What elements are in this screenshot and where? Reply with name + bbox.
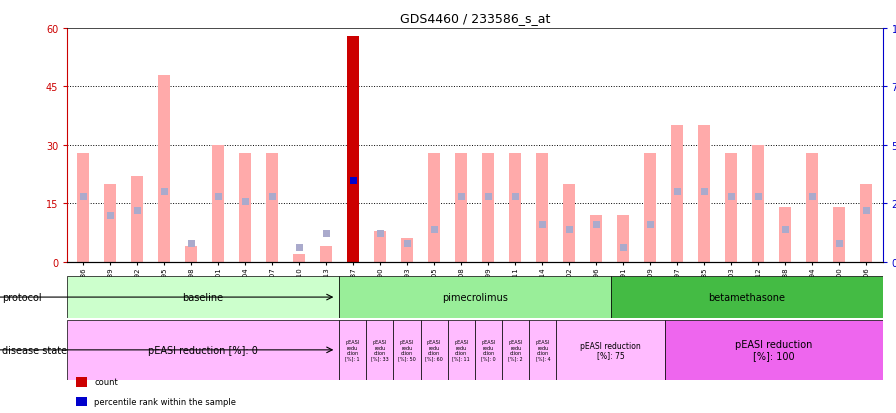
Bar bbox=[393, 320, 420, 380]
Text: pEASI reduction [%]: 0: pEASI reduction [%]: 0 bbox=[148, 345, 258, 355]
Bar bbox=[320, 247, 332, 262]
Bar bbox=[80, 193, 87, 200]
Bar bbox=[611, 277, 883, 318]
Bar bbox=[215, 193, 222, 200]
Bar bbox=[350, 177, 357, 184]
Bar bbox=[323, 231, 330, 238]
Bar bbox=[806, 153, 818, 262]
Bar bbox=[458, 193, 465, 200]
Bar bbox=[482, 153, 495, 262]
Bar bbox=[809, 193, 815, 200]
Bar bbox=[860, 185, 873, 262]
Bar bbox=[377, 231, 383, 238]
Bar bbox=[293, 254, 306, 262]
Bar bbox=[647, 221, 654, 228]
Text: pEASI
redu
ction
[%]: 0: pEASI redu ction [%]: 0 bbox=[481, 339, 495, 361]
Bar bbox=[753, 146, 764, 262]
Text: pEASI
redu
ction
[%]: 33: pEASI redu ction [%]: 33 bbox=[371, 339, 389, 361]
Bar bbox=[728, 193, 735, 200]
Bar bbox=[77, 153, 90, 262]
Bar bbox=[593, 221, 599, 228]
Text: baseline: baseline bbox=[183, 292, 224, 302]
Bar bbox=[485, 193, 492, 200]
Text: protocol: protocol bbox=[2, 292, 41, 302]
Text: pEASI
redu
ction
[%]: 60: pEASI redu ction [%]: 60 bbox=[426, 339, 443, 361]
Text: pEASI
redu
ction
[%]: 11: pEASI redu ction [%]: 11 bbox=[452, 339, 470, 361]
Bar bbox=[671, 126, 684, 262]
Bar bbox=[780, 208, 791, 262]
Bar bbox=[67, 277, 339, 318]
Bar bbox=[475, 320, 502, 380]
Bar bbox=[296, 245, 303, 252]
Bar bbox=[366, 320, 393, 380]
Bar bbox=[512, 193, 519, 200]
Bar bbox=[76, 377, 87, 387]
Text: betamethasone: betamethasone bbox=[708, 292, 785, 302]
Bar bbox=[242, 198, 249, 205]
Bar bbox=[212, 146, 225, 262]
Bar bbox=[455, 153, 468, 262]
Text: pEASI
redu
ction
[%]: 1: pEASI redu ction [%]: 1 bbox=[345, 339, 360, 361]
Bar bbox=[431, 226, 438, 233]
Bar bbox=[401, 239, 413, 262]
Bar bbox=[448, 320, 475, 380]
Bar bbox=[539, 221, 546, 228]
Bar bbox=[428, 153, 441, 262]
Text: pEASI reduction
[%]: 75: pEASI reduction [%]: 75 bbox=[581, 341, 642, 359]
Bar bbox=[509, 153, 521, 262]
Bar bbox=[159, 76, 170, 262]
Bar bbox=[404, 240, 410, 247]
Bar bbox=[755, 193, 762, 200]
Text: pEASI reduction
[%]: 100: pEASI reduction [%]: 100 bbox=[735, 339, 813, 361]
Text: pEASI
redu
ction
[%]: 2: pEASI redu ction [%]: 2 bbox=[508, 339, 523, 361]
Bar bbox=[348, 37, 359, 262]
Bar bbox=[339, 277, 611, 318]
Text: pimecrolimus: pimecrolimus bbox=[442, 292, 508, 302]
Bar bbox=[161, 189, 168, 196]
Bar bbox=[375, 231, 386, 262]
Bar bbox=[266, 153, 279, 262]
Bar bbox=[556, 320, 665, 380]
Text: pEASI
redu
ction
[%]: 50: pEASI redu ction [%]: 50 bbox=[398, 339, 416, 361]
Text: pEASI
redu
ction
[%]: 4: pEASI redu ction [%]: 4 bbox=[536, 339, 550, 361]
Text: percentile rank within the sample: percentile rank within the sample bbox=[94, 397, 236, 406]
Bar bbox=[836, 240, 843, 247]
Bar bbox=[502, 320, 530, 380]
Bar bbox=[617, 216, 630, 262]
Bar bbox=[590, 216, 602, 262]
Bar bbox=[269, 193, 276, 200]
Bar bbox=[620, 245, 626, 252]
Bar bbox=[67, 320, 339, 380]
Bar bbox=[185, 247, 197, 262]
Bar bbox=[134, 207, 141, 214]
Bar bbox=[339, 320, 366, 380]
Bar bbox=[564, 185, 575, 262]
Bar bbox=[420, 320, 448, 380]
Bar bbox=[701, 189, 708, 196]
Text: count: count bbox=[94, 377, 118, 387]
Bar bbox=[537, 153, 548, 262]
Bar bbox=[698, 126, 711, 262]
Bar bbox=[107, 212, 114, 219]
Bar bbox=[132, 177, 143, 262]
Bar bbox=[833, 208, 846, 262]
Bar bbox=[566, 226, 573, 233]
Bar bbox=[644, 153, 657, 262]
Bar bbox=[665, 320, 883, 380]
Bar bbox=[239, 153, 252, 262]
Bar bbox=[782, 226, 788, 233]
Bar bbox=[188, 240, 194, 247]
Bar bbox=[104, 185, 116, 262]
Bar bbox=[530, 320, 556, 380]
Bar bbox=[725, 153, 737, 262]
Bar bbox=[76, 397, 87, 406]
Bar bbox=[674, 189, 681, 196]
Text: disease state: disease state bbox=[2, 345, 67, 355]
Text: GDS4460 / 233586_s_at: GDS4460 / 233586_s_at bbox=[400, 12, 550, 25]
Bar bbox=[863, 207, 870, 214]
